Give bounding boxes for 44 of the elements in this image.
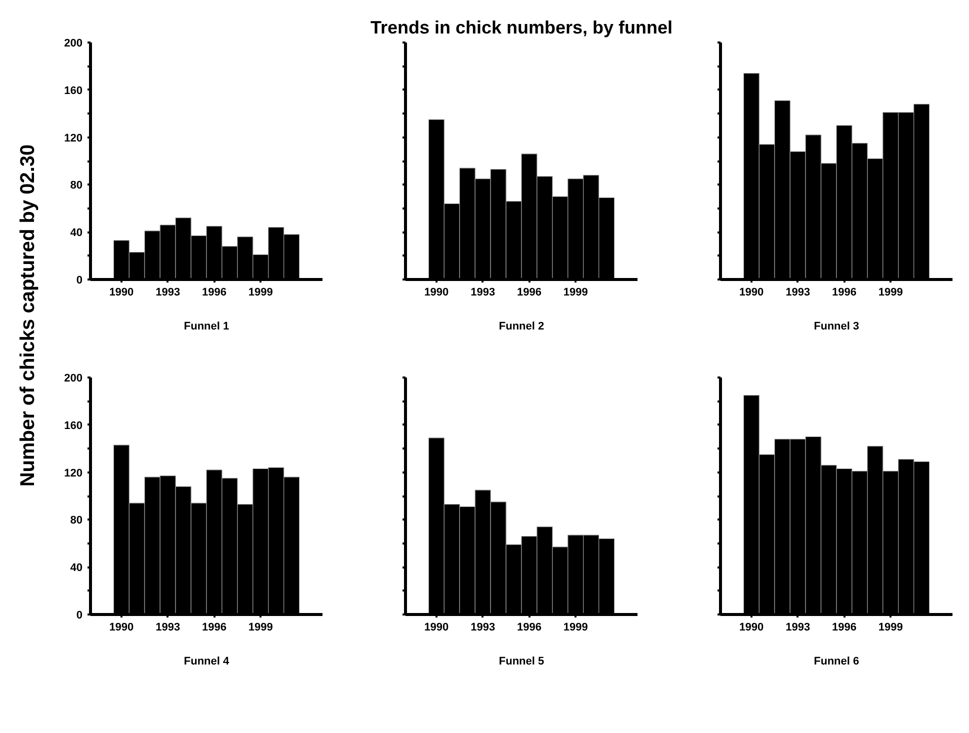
- x-tick-label: 1999: [563, 286, 588, 298]
- x-tick-label: 1993: [470, 286, 496, 298]
- y-tick-label: 120: [64, 132, 83, 144]
- x-tick-label: 1999: [248, 622, 273, 634]
- x-tick-label: 1996: [517, 286, 542, 298]
- x-tick-label: 1999: [563, 622, 588, 634]
- x-tick-label: 1990: [739, 622, 764, 634]
- x-tick-label: 1999: [878, 622, 903, 634]
- x-tick-label: 1993: [786, 286, 810, 298]
- x-tick-label: 1993: [156, 622, 180, 634]
- x-axis-title: Funnel 3: [814, 320, 860, 332]
- x-axis-title: Funnel 1: [184, 320, 230, 332]
- x-tick-label: 1990: [739, 286, 764, 298]
- x-tick-label: 1993: [786, 622, 810, 634]
- x-tick-label: 1996: [517, 622, 542, 634]
- y-tick-label: 200: [64, 38, 83, 50]
- x-tick-label: 1990: [424, 286, 449, 298]
- x-tick-label: 1990: [424, 622, 449, 634]
- y-tick-label: 40: [70, 227, 83, 240]
- y-axis-title: Number of chicks captured by 02.30: [17, 144, 39, 487]
- y-tick-label: 0: [76, 274, 83, 286]
- x-tick-label: 1996: [202, 286, 226, 298]
- y-tick-label: 0: [76, 610, 83, 622]
- x-tick-label: 1993: [156, 286, 180, 298]
- x-tick-label: 1990: [109, 286, 134, 298]
- x-axis-title: Funnel 6: [814, 656, 860, 668]
- x-axis-title: Funnel 4: [184, 656, 230, 668]
- x-tick-label: 1999: [248, 286, 273, 298]
- y-tick-label: 160: [64, 84, 83, 97]
- x-axis-title: Funnel 2: [498, 320, 544, 332]
- x-tick-label: 1996: [832, 286, 856, 298]
- y-tick-label: 160: [64, 420, 83, 432]
- x-tick-label: 1990: [109, 622, 134, 634]
- x-tick-label: 1993: [470, 622, 496, 634]
- x-tick-label: 1996: [832, 622, 856, 634]
- y-tick-label: 120: [64, 467, 83, 480]
- x-axis-title: Funnel 5: [498, 656, 544, 668]
- y-tick-label: 200: [64, 372, 83, 384]
- y-tick-label: 80: [70, 514, 83, 527]
- chart-title: Trends in chick numbers, by funnel: [370, 18, 673, 38]
- x-tick-label: 1999: [878, 286, 903, 298]
- y-tick-label: 40: [70, 562, 83, 574]
- x-tick-label: 1996: [202, 622, 226, 634]
- y-tick-label: 80: [70, 180, 83, 192]
